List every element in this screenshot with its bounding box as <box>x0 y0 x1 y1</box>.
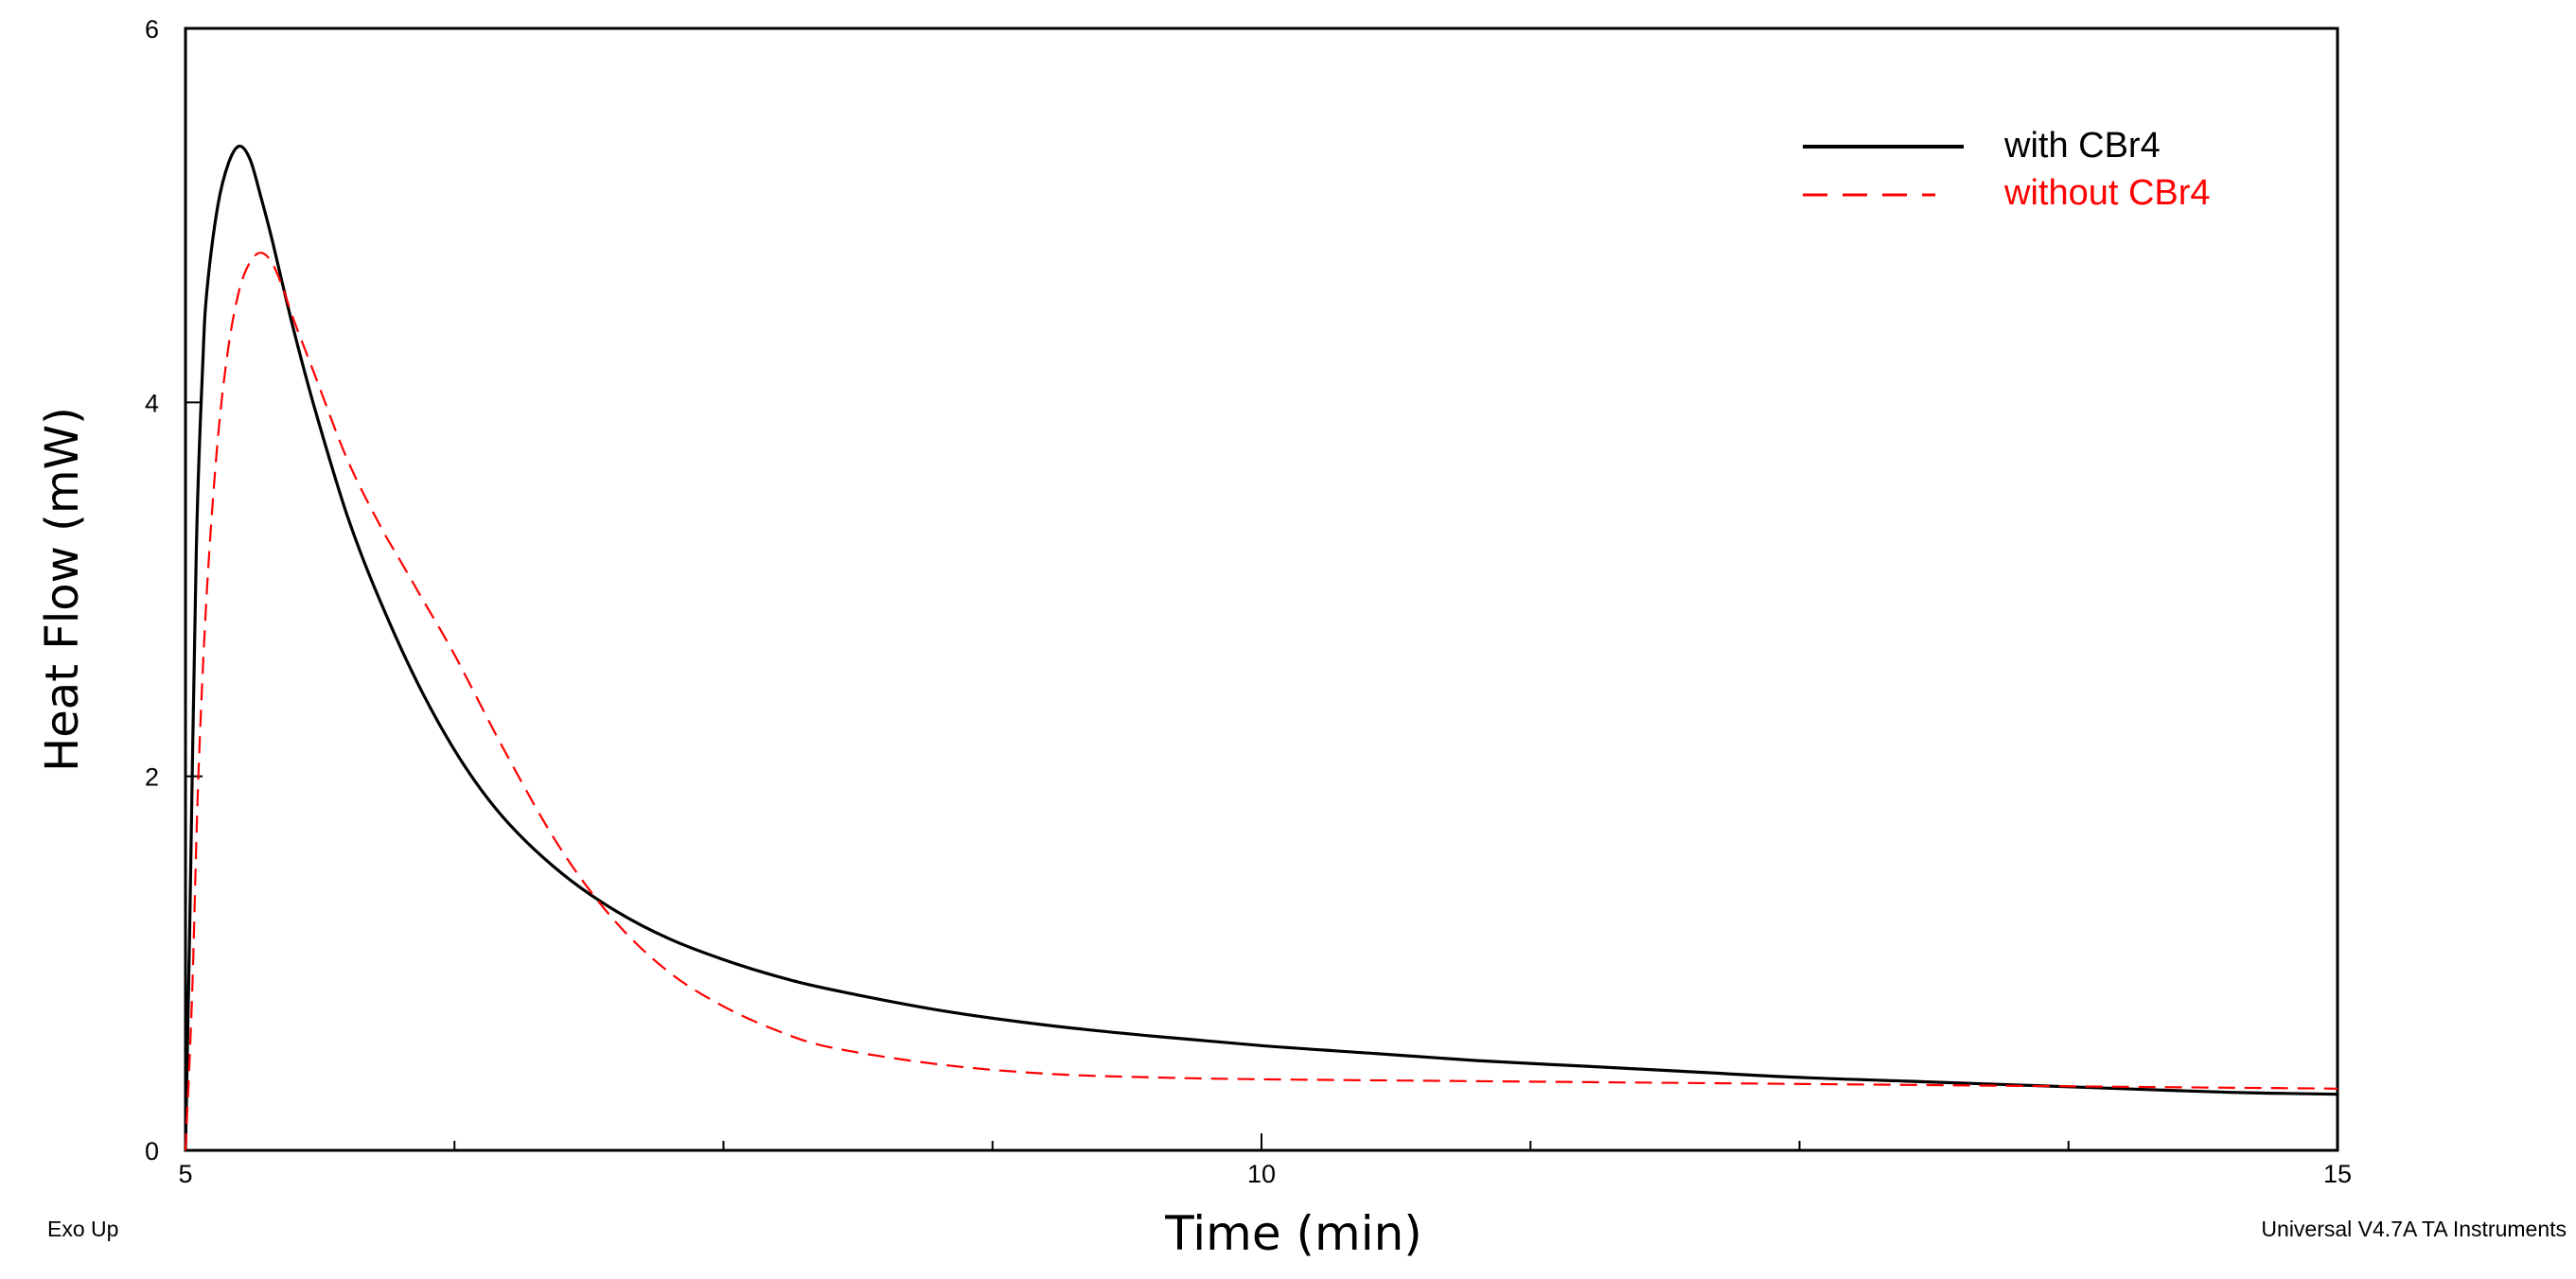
series-layer <box>184 144 2338 1151</box>
y-tick-label: 2 <box>145 763 159 792</box>
legend: with CBr4 without CBr4 <box>1803 126 2211 213</box>
series-line-with-cbr4 <box>184 144 2338 1151</box>
legend-label-without-cbr4: without CBr4 <box>2003 173 2211 213</box>
x-tick-label: 5 <box>178 1160 192 1188</box>
y-tick-label: 4 <box>145 389 159 417</box>
x-tick-label: 10 <box>1247 1160 1276 1188</box>
series-line-without-cbr4 <box>184 252 2338 1151</box>
exo-up-note: Exo Up <box>47 1217 118 1241</box>
software-version-note: Universal V4.7A TA Instruments <box>2261 1217 2567 1241</box>
y-tick-label: 0 <box>145 1137 159 1165</box>
legend-label-with-cbr4: with CBr4 <box>2003 126 2161 166</box>
y-tick-label: 6 <box>145 15 159 44</box>
x-axis-title: Time (min) <box>1164 1206 1422 1261</box>
y-axis-title: Heat Flow (mW) <box>36 407 89 772</box>
x-tick-label: 15 <box>2323 1160 2352 1188</box>
axis-tick-labels: 5 10 15 0 2 4 6 <box>145 15 2352 1188</box>
